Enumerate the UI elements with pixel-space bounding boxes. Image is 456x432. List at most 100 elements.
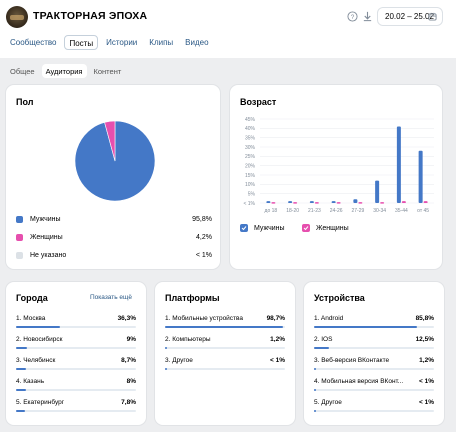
- subtab-general[interactable]: Общее: [10, 67, 35, 76]
- bar-male[interactable]: [396, 126, 401, 203]
- age-legend-male: Мужчины: [240, 224, 285, 232]
- devices-progress-fill: [314, 347, 329, 349]
- subtab-audience[interactable]: Аудитория: [41, 64, 87, 78]
- platforms-progress-track: [165, 368, 285, 370]
- y-tick-label: 30%: [245, 145, 256, 151]
- devices-progress-track: [314, 368, 434, 370]
- bar-female[interactable]: [423, 201, 428, 203]
- cities-row: 2. Новосибирск 9%: [16, 336, 136, 350]
- cities-item-value: 9%: [126, 336, 136, 343]
- date-range-label: 20.02 – 25.02: [385, 12, 434, 21]
- platforms-item-label: 2. Компьютеры: [165, 336, 211, 343]
- cities-progress-fill: [16, 347, 27, 349]
- devices-progress-fill: [314, 368, 316, 370]
- date-range-button[interactable]: 20.02 – 25.02: [377, 7, 443, 26]
- male-checkbox[interactable]: [240, 224, 248, 232]
- bar-male[interactable]: [375, 180, 380, 203]
- platforms-progress-track: [165, 347, 285, 349]
- devices-progress-track: [314, 389, 434, 391]
- x-tick-label: от 45: [417, 208, 429, 214]
- devices-item-label: 1. Android: [314, 315, 344, 322]
- tab-community[interactable]: Сообщество: [10, 38, 57, 47]
- x-tick-label: 35-44: [395, 208, 408, 214]
- y-tick-label: 35%: [245, 135, 256, 141]
- devices-item-value: < 1%: [419, 399, 434, 406]
- cities-row: 3. Челябинск 8,7%: [16, 357, 136, 371]
- tab-clips[interactable]: Клипы: [149, 38, 174, 47]
- platforms-progress-fill: [165, 347, 167, 349]
- tab-stories[interactable]: Истории: [106, 38, 138, 47]
- platforms-item-value: 1,2%: [270, 336, 285, 343]
- cities-card: Города Показать ещё 1. Москва 36,3% 2. Нов…: [6, 282, 146, 425]
- tab-video[interactable]: Видео: [185, 38, 209, 47]
- male-swatch: [16, 215, 23, 223]
- gender-label: Женщины: [30, 233, 63, 241]
- check-icon: [303, 226, 309, 231]
- cities-row: 1. Москва 36,3%: [16, 315, 136, 329]
- bar-female[interactable]: [380, 202, 385, 204]
- bar-female[interactable]: [358, 202, 363, 204]
- bar-female[interactable]: [401, 201, 406, 203]
- devices-progress-track: [314, 326, 434, 328]
- tab-posts[interactable]: Посты: [64, 35, 99, 50]
- cities-item-value: 36,3%: [117, 315, 136, 322]
- devices-progress-fill: [314, 410, 316, 412]
- cities-progress-fill: [16, 389, 26, 391]
- devices-row: 1. Android 85,8%: [314, 315, 434, 329]
- x-tick-label: до 18: [265, 208, 278, 214]
- bar-female[interactable]: [271, 202, 276, 204]
- pie-slices: [74, 120, 156, 202]
- platforms-row: 2. Компьютеры 1,2%: [165, 336, 285, 350]
- cities-progress-track: [16, 389, 136, 391]
- gender-label: Мужчины: [30, 215, 61, 223]
- devices-progress-fill: [314, 326, 417, 328]
- devices-row: 3. Веб-версия ВКонтакте 1,2%: [314, 357, 434, 371]
- female-swatch: [16, 233, 23, 241]
- download-icon[interactable]: [362, 11, 373, 22]
- cities-item-label: 4. Казань: [16, 378, 45, 385]
- bar-male[interactable]: [266, 201, 271, 203]
- cities-item-value: 8,7%: [121, 357, 136, 364]
- gender-label: Не указано: [30, 251, 67, 259]
- gender-legend-unknown: Не указано < 1%: [16, 250, 212, 260]
- platforms-item-label: 1. Мобильные устройства: [165, 315, 244, 322]
- bar-female[interactable]: [336, 202, 341, 204]
- age-title: Возраст: [240, 97, 277, 107]
- y-tick-label: < 1%: [243, 201, 255, 207]
- cities-item-label: 2. Новосибирск: [16, 336, 63, 343]
- devices-item-value: 12,5%: [415, 336, 434, 343]
- gender-pie-chart: [74, 120, 156, 202]
- platforms-card: Платформы 1. Мобильные устройства 98,7% 2.…: [155, 282, 295, 425]
- platforms-item-value: < 1%: [270, 357, 285, 364]
- cities-progress-track: [16, 368, 136, 370]
- cities-progress-fill: [16, 368, 27, 370]
- bar-female[interactable]: [293, 202, 298, 204]
- devices-item-label: 3. Веб-версия ВКонтакте: [314, 357, 390, 364]
- y-tick-label: 10%: [245, 182, 256, 188]
- bar-male[interactable]: [288, 201, 293, 203]
- help-icon[interactable]: ?: [347, 11, 358, 22]
- page-header: ТРАКТОРНАЯ ЭПОХА ? 20.02 – 25.02 Сообщес…: [0, 0, 456, 58]
- x-tick-label: 24-26: [330, 208, 343, 214]
- unknown-swatch: [16, 251, 23, 259]
- bar-female[interactable]: [314, 202, 319, 204]
- age-legend-label: Женщины: [316, 224, 349, 232]
- y-tick-label: 5%: [248, 191, 256, 197]
- community-avatar[interactable]: [6, 6, 28, 28]
- devices-progress-track: [314, 347, 434, 349]
- x-tick-label: 30-34: [373, 208, 386, 214]
- gender-legend-male: Мужчины 95,8%: [16, 214, 212, 224]
- sub-tabs: Общее Аудитория Контент: [6, 64, 125, 78]
- gender-legend-female: Женщины 4,2%: [16, 232, 212, 242]
- platforms-progress-track: [165, 326, 285, 328]
- bar-male[interactable]: [309, 201, 314, 203]
- bar-male[interactable]: [331, 201, 336, 203]
- female-checkbox[interactable]: [302, 224, 310, 232]
- devices-progress-fill: [314, 389, 316, 391]
- show-more-link[interactable]: Показать ещё: [90, 294, 133, 301]
- bar-male[interactable]: [418, 150, 423, 203]
- bar-male[interactable]: [353, 199, 358, 203]
- subtab-content[interactable]: Контент: [93, 67, 122, 76]
- devices-row: 4. Мобильная версия ВКонт... < 1%: [314, 378, 434, 392]
- cities-item-label: 1. Москва: [16, 315, 46, 322]
